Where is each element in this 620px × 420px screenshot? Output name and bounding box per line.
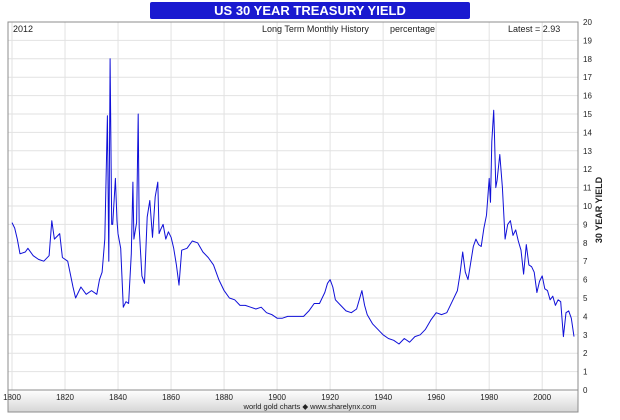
y-tick-label: 19 [583, 36, 592, 45]
y-tick-label: 13 [583, 147, 592, 156]
chart-frame [7, 21, 579, 413]
y-tick-label: 17 [583, 73, 592, 82]
x-tick-label: 1860 [162, 393, 180, 402]
year-label: 2012 [13, 24, 33, 34]
chart-title: US 30 YEAR TREASURY YIELD [214, 3, 406, 18]
title-band [150, 2, 470, 19]
y-tick-label: 0 [583, 386, 588, 395]
series-line [11, 58, 575, 345]
y-tick-label: 2 [583, 349, 588, 358]
footer-credit: world gold charts ◆ www.sharelynx.com [243, 402, 377, 411]
grid [8, 22, 578, 390]
y-tick-label: 20 [583, 18, 592, 27]
y-tick-label: 11 [583, 184, 592, 193]
subtitle: Long Term Monthly History [262, 24, 369, 34]
x-tick-label: 1900 [268, 393, 286, 402]
y-axis-title: 30 YEAR YIELD [594, 176, 604, 243]
y-tick-label: 7 [583, 257, 588, 266]
x-tick-label: 1840 [109, 393, 127, 402]
y-tick-label: 6 [583, 276, 588, 285]
unit-label: percentage [390, 24, 435, 34]
x-tick-label: 1820 [56, 393, 74, 402]
y-tick-label: 10 [583, 202, 592, 211]
y-tick-label: 1 [583, 368, 588, 377]
y-tick-label: 14 [583, 128, 592, 137]
y-tick-label: 15 [583, 110, 592, 119]
y-tick-label: 8 [583, 239, 588, 248]
y-tick-label: 16 [583, 92, 592, 101]
x-tick-label: 1980 [480, 393, 498, 402]
x-tick-label: 1800 [3, 393, 21, 402]
latest-label: Latest = 2.93 [508, 24, 560, 34]
y-tick-label: 12 [583, 165, 592, 174]
y-tick-label: 3 [583, 331, 588, 340]
y-tick-label: 4 [583, 312, 588, 321]
x-tick-label: 2000 [533, 393, 551, 402]
series-layer [11, 58, 575, 345]
y-tick-label: 9 [583, 220, 588, 229]
x-tick-label: 1940 [374, 393, 392, 402]
x-tick-label: 1880 [215, 393, 233, 402]
y-tick-label: 5 [583, 294, 588, 303]
x-tick-label: 1920 [321, 393, 339, 402]
y-tick-label: 18 [583, 55, 592, 64]
x-tick-label: 1960 [427, 393, 445, 402]
x-axis: 1800 1820 1840 1860 1880 1900 1920 1940 1960 1980… [3, 393, 552, 402]
